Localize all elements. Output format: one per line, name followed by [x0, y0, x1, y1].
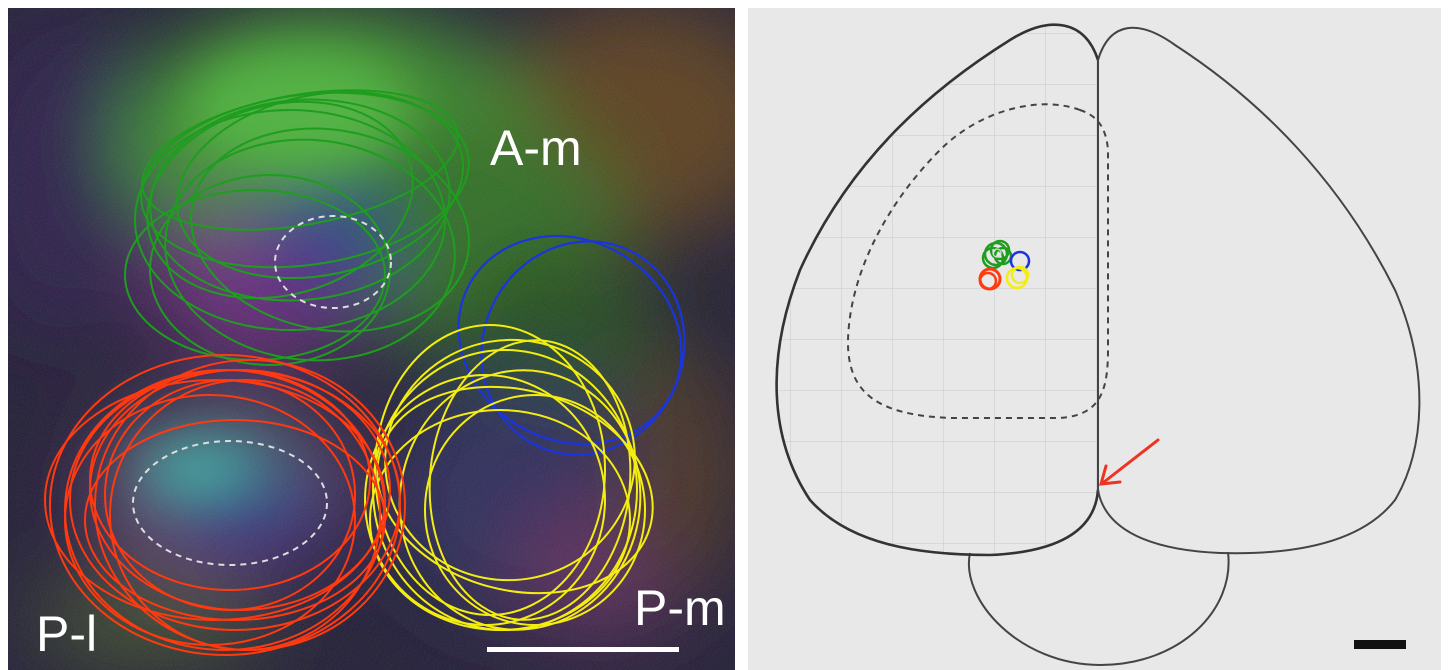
red-mean-dashed-ellipse — [132, 440, 328, 566]
roi-location-cluster — [978, 239, 1031, 291]
green-roi-cluster — [124, 89, 470, 366]
dashed-region-outline — [846, 103, 1109, 419]
green-mean-dashed-ellipse — [274, 215, 392, 309]
left-hemisphere-outline — [775, 23, 1100, 557]
yellow-roi-cluster — [364, 324, 654, 631]
label-p-m: P-m — [634, 580, 726, 636]
scale-bar-icon-right — [1354, 640, 1406, 649]
right-hemisphere-outline — [1097, 26, 1421, 555]
label-a-m: A-m — [490, 120, 582, 176]
label-p-l: P-l — [36, 606, 97, 662]
blue-roi-cluster — [457, 234, 686, 456]
red-roi-cluster — [44, 354, 406, 656]
brain-schematic-panel — [748, 8, 1441, 670]
fluorescence-image-panel: A-m P-l P-m — [8, 8, 735, 670]
red-arrow-icon — [1098, 438, 1160, 486]
cerebellum-outline — [967, 551, 1230, 667]
scale-bar-icon-left — [487, 647, 679, 652]
